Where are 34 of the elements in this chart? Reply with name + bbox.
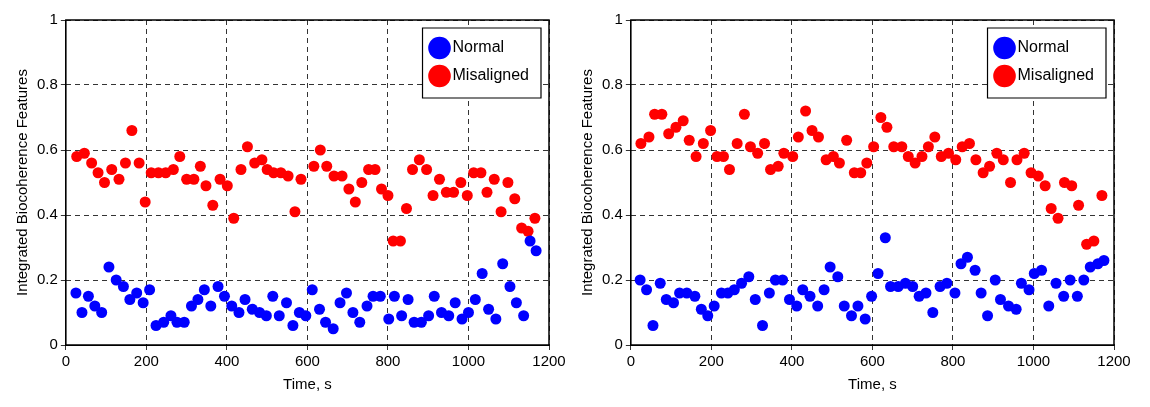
y-tick-label: 0.2 bbox=[36, 270, 58, 288]
x-tick-label: 400 bbox=[779, 352, 805, 370]
x-tick-label: 0 bbox=[61, 352, 71, 370]
y-tick-label: 0 bbox=[614, 335, 623, 353]
x-tick-label: 200 bbox=[133, 352, 159, 370]
y-tick-label: 0.6 bbox=[601, 140, 623, 158]
y-tick-label: 0 bbox=[49, 335, 58, 353]
x-tick-label: 1200 bbox=[532, 352, 566, 370]
y-tick-label: 0.8 bbox=[36, 75, 58, 93]
x-tick-label: 800 bbox=[375, 352, 401, 370]
y-tick-label: 0.8 bbox=[601, 75, 623, 93]
x-tick-label: 200 bbox=[698, 352, 724, 370]
x-tick-label: 600 bbox=[294, 352, 320, 370]
legend-label: Misaligned bbox=[1017, 66, 1094, 84]
y-tick-label: 0.2 bbox=[601, 270, 623, 288]
x-tick-label: 1000 bbox=[451, 352, 486, 370]
x-tick-label: 1000 bbox=[1016, 352, 1051, 370]
x-tick-label: 600 bbox=[859, 352, 885, 370]
legend-label: Misaligned bbox=[452, 66, 529, 84]
x-tick-label: 400 bbox=[214, 352, 240, 370]
x-tick-label: 0 bbox=[626, 352, 636, 370]
y-axis-title: Integrated Biocoherence Features bbox=[13, 69, 31, 296]
legend-label: Normal bbox=[1017, 38, 1070, 56]
x-axis-title: Time, s bbox=[848, 375, 897, 393]
y-axis-title: Integrated Biocoherence Features bbox=[578, 69, 596, 296]
x-axis-title: Time, s bbox=[283, 375, 332, 393]
y-tick-label: 1 bbox=[49, 10, 58, 28]
y-tick-label: 0.4 bbox=[601, 205, 623, 223]
x-tick-label: 1200 bbox=[1097, 352, 1131, 370]
x-tick-label: 800 bbox=[940, 352, 966, 370]
y-tick-label: 1 bbox=[614, 10, 623, 28]
y-tick-label: 0.4 bbox=[36, 205, 58, 223]
legend-label: Normal bbox=[452, 38, 505, 56]
y-tick-label: 0.6 bbox=[36, 140, 58, 158]
